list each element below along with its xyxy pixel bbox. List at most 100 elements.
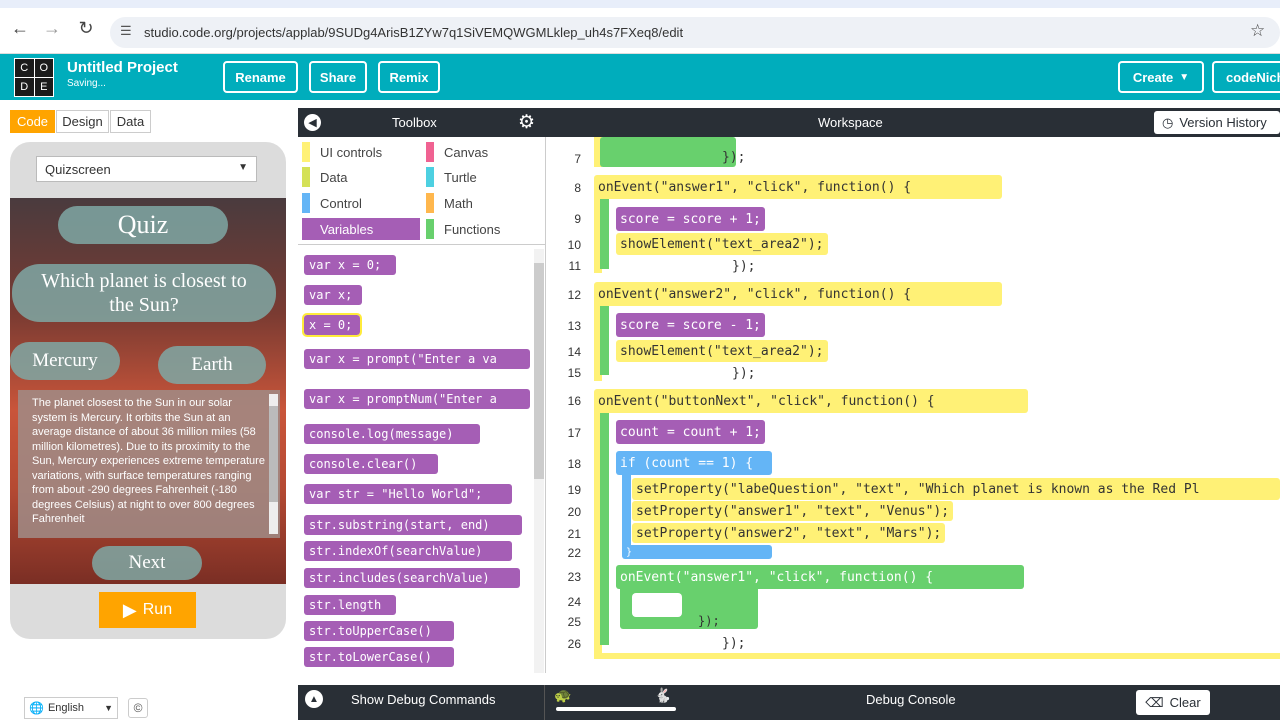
block-to-upper-case[interactable]: str.toUpperCase() [304,621,454,641]
tab-strip [0,0,1280,8]
code-line[interactable]: onEvent("answer2", "click", function() { [594,282,1002,306]
block-var-assign[interactable]: var x = 0; [304,255,396,275]
app-preview-panel: Code Design Data Quizscreen ▼ Quiz Which… [0,100,298,720]
block-prompt[interactable]: var x = prompt("Enter a va [304,349,530,369]
app-header: C O D E Untitled Project Saving... Renam… [0,54,1280,100]
code-line[interactable]: }); [732,365,756,381]
back-icon[interactable]: ← [11,18,29,38]
event-block-spine [594,293,602,381]
code-org-logo[interactable]: C O D E [14,58,54,97]
copyright-icon[interactable]: © [128,698,148,718]
url-text: studio.code.org/projects/applab/9SUDg4Ar… [144,25,684,40]
text-area2: The planet closest to the Sun in our sol… [18,390,280,538]
block-prompt-num[interactable]: var x = promptNum("Enter a [304,389,530,409]
answer1-button[interactable]: Mercury [10,342,120,380]
tab-code[interactable]: Code [10,110,55,133]
language-value: English [47,702,85,714]
debug-bar: ▲ Show Debug Commands 🐢 🐇 Debug Console … [298,685,1280,720]
version-history-button[interactable]: ◷ Version History [1154,111,1280,134]
category-canvas[interactable]: Canvas [426,141,488,163]
category-control[interactable]: Control [302,192,362,214]
code-line[interactable]: setProperty("answer1", "text", "Venus"); [632,501,954,521]
code-line[interactable]: score = score - 1; [616,313,765,337]
line-number: 13 [567,319,581,333]
block-string-var[interactable]: var str = "Hello World"; [304,484,512,504]
category-ui-controls[interactable]: UI controls [302,141,382,163]
remix-button[interactable]: Remix [378,61,440,93]
code-line[interactable]: onEvent("answer1", "click", function() { [594,175,1002,199]
block-console-clear[interactable]: console.clear() [304,454,438,474]
category-variables[interactable]: Variables [302,218,420,240]
screen-select[interactable]: Quizscreen ▼ [36,156,257,182]
save-status: Saving... [67,78,106,89]
rabbit-fast-icon: 🐇 [654,687,672,703]
line-number: 19 [567,483,581,497]
code-line[interactable]: setProperty("answer2", "text", "Mars"); [632,523,946,543]
code-line[interactable]: }); [732,258,756,274]
site-settings-icon[interactable]: ☰ [120,23,132,38]
line-number: 7 [574,152,581,166]
toolbox-scrollbar[interactable] [534,249,544,673]
run-label: Run [142,601,173,618]
block-substring[interactable]: str.substring(start, end) [304,515,522,535]
category-data[interactable]: Data [302,166,347,188]
code-line[interactable]: score = score + 1; [616,207,765,231]
code-line[interactable]: }); [698,614,720,628]
share-button[interactable]: Share [309,61,367,93]
code-line[interactable]: setProperty("labeQuestion", "text", "Whi… [632,478,1280,500]
show-debug-commands-button[interactable]: Show Debug Commands [351,692,496,707]
category-turtle[interactable]: Turtle [426,166,477,188]
answer2-button[interactable]: Earth [158,346,266,384]
empty-slot[interactable] [632,593,682,617]
code-line[interactable]: } [622,545,772,559]
toolbox-title: Toolbox [392,115,437,130]
forward-icon[interactable]: → [43,18,61,38]
block-length[interactable]: str.length [304,595,396,615]
code-line[interactable]: showElement("text_area2"); [616,340,828,362]
category-color-swatch [426,193,434,213]
category-label: Variables [320,221,374,237]
line-number: 11 [568,259,581,273]
code-line[interactable]: showElement("text_area2"); [616,233,828,255]
category-color-swatch [302,219,310,239]
category-math[interactable]: Math [426,192,473,214]
block-console-log[interactable]: console.log(message) [304,424,480,444]
tab-design[interactable]: Design [56,110,109,133]
create-label: Create [1132,69,1174,85]
rename-button[interactable]: Rename [223,61,298,93]
browser-toolbar: ← → ↻ ☰ studio.code.org/projects/applab/… [0,0,1280,54]
block-var-declare[interactable]: var x; [304,285,362,305]
run-button[interactable]: ▶ Run [99,592,196,628]
language-select[interactable]: 🌐 English ▼ [24,697,118,719]
user-menu-button[interactable]: codeNich [1212,61,1280,93]
reload-icon[interactable]: ↻ [78,18,94,38]
block-assign[interactable]: x = 0; [302,313,362,337]
next-button[interactable]: Next [92,546,202,580]
text-area-scrollbar[interactable] [269,394,278,534]
bookmark-star-icon[interactable]: ☆ [1250,21,1266,40]
block-to-lower-case[interactable]: str.toLowerCase() [304,647,454,667]
clear-console-button[interactable]: ⌫ Clear [1136,690,1210,715]
address-bar[interactable]: ☰ studio.code.org/projects/applab/9SUDg4… [110,17,1280,48]
expand-debug-icon[interactable]: ▲ [305,690,323,708]
code-line[interactable]: if (count == 1) { [616,451,772,475]
block-index-of[interactable]: str.indexOf(searchValue) [304,541,512,561]
collapse-toolbox-icon[interactable]: ◀ [304,114,321,131]
line-number: 26 [567,637,581,651]
category-functions[interactable]: Functions [426,218,500,240]
block-includes[interactable]: str.includes(searchValue) [304,568,520,588]
logo-letter: D [15,78,34,96]
line-number: 21 [567,527,581,541]
tab-data[interactable]: Data [110,110,151,133]
speed-slider[interactable] [556,707,676,711]
code-line[interactable]: onEvent("buttonNext", "click", function(… [594,389,1028,413]
code-workspace[interactable]: 7 }); 8 onEvent("answer1", "click", func… [546,137,1280,673]
code-line[interactable]: onEvent("answer1", "click", function() { [616,565,1024,589]
toolbox-header: ◀ Toolbox ⚙ [298,108,546,137]
event-code-text: onEvent("answer1", "click", function() { [598,179,912,195]
create-button[interactable]: Create ▼ [1118,61,1204,93]
code-line[interactable]: }); [722,635,746,651]
code-line[interactable]: }); [722,149,746,165]
gear-icon[interactable]: ⚙ [518,112,536,133]
code-line[interactable]: count = count + 1; [616,420,765,444]
